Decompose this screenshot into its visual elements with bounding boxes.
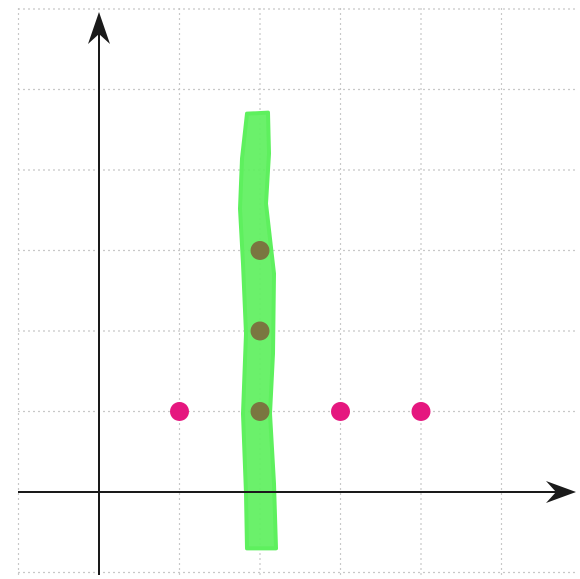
data-point — [170, 402, 189, 421]
axes — [18, 12, 576, 575]
x-axis-arrow-icon — [546, 481, 576, 503]
data-point — [250, 402, 270, 421]
y-axis-arrow-icon — [88, 12, 110, 44]
data-point — [250, 321, 270, 341]
data-point — [411, 402, 431, 421]
data-points — [170, 241, 431, 421]
data-point — [331, 402, 350, 421]
data-point — [250, 241, 270, 260]
grid — [17, 8, 578, 575]
